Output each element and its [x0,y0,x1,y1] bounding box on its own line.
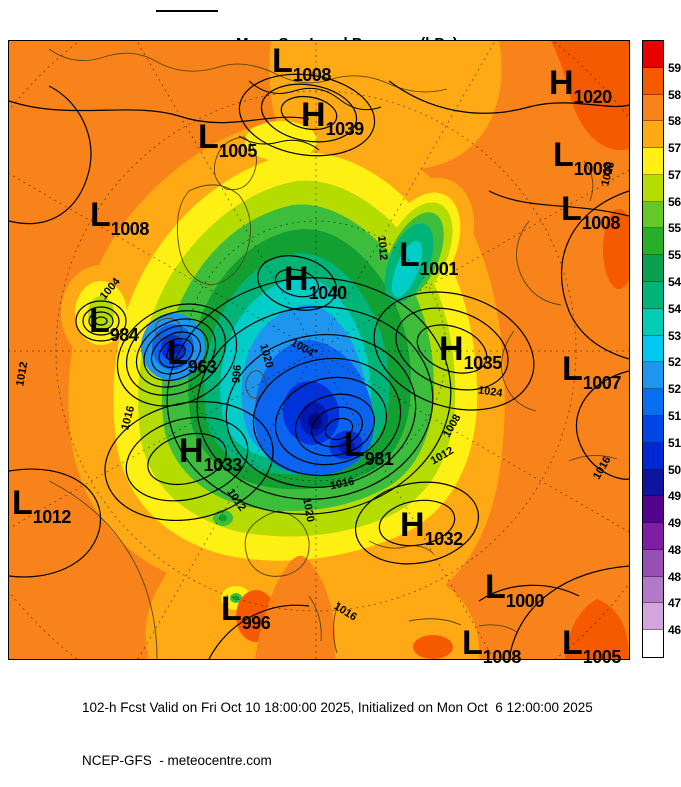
colorbar-segment [643,496,663,524]
forecast-validity-text: 102-h Fcst Valid on Fri Oct 10 18:00:00 … [82,700,593,716]
colorbar-tick-label: 492 [668,516,681,531]
colorbar-segment [643,576,663,604]
colorbar-tick-label: 534 [668,328,681,343]
colorbar-tick-label: 486 [668,542,681,557]
colorbar-segment [643,335,663,363]
colorbar-tick-label: 582 [668,114,681,129]
graticule [9,41,629,659]
colorbar-segment [643,201,663,229]
colorbar-segment [643,389,663,416]
colorbar-segment [643,362,663,390]
colorbar-tick-label: 546 [668,275,681,290]
colorbar-swatches [642,40,664,658]
colorbar-tick-label: 474 [668,596,681,611]
colorbar-segment [643,94,663,122]
map-footer: 102-h Fcst Valid on Fri Oct 10 18:00:00 … [82,664,593,787]
colorbar-tick-label: 588 [668,87,681,102]
colorbar-tick-label: 510 [668,435,681,450]
colorbar-tick-label: 516 [668,408,681,423]
colorbar-segment [643,255,663,283]
model-source-text: NCEP-GFS - meteocentre.com [82,752,272,768]
colorbar-tick-label: 594 [668,60,681,75]
colorbar-segment [643,549,663,577]
colorbar-tick-label: 522 [668,382,681,397]
colorbar-tick-label: 564 [668,194,681,209]
colorbar-tick-label: 528 [668,355,681,370]
isobar-contours [9,73,629,659]
colorbar-segment [643,630,663,657]
colorbar-segment [643,148,663,175]
colorbar-tick-label: 498 [668,489,681,504]
colorbar-segment [643,121,663,149]
colorbar-tick-label: 504 [668,462,681,477]
colorbar-tick-label: 570 [668,167,681,182]
coastlines [48,48,618,659]
colorbar-tick-label: 540 [668,301,681,316]
colorbar-segment [643,41,663,68]
colorbar-segment [643,469,663,497]
colorbar-segment [643,228,663,256]
colorbar-segment [643,603,663,631]
colorbar-tick-label: 558 [668,221,681,236]
map-canvas [9,41,629,659]
height-colorbar: 594 588 582 576 570 564 558 552 546 540 534 528 522 5… [642,40,681,658]
colorbar-labels: 594 588 582 576 570 564 558 552 546 540 534 528 522 5… [642,40,681,658]
colorbar-tick-label: 480 [668,569,681,584]
colorbar-segment [643,308,663,336]
mslp-contour-line-icon [156,10,218,12]
colorbar-segment [643,442,663,470]
colorbar-segment [643,282,663,309]
colorbar-tick-label: 552 [668,248,681,263]
colorbar-segment [643,523,663,550]
colorbar-segment [643,174,663,202]
colorbar-segment [643,415,663,443]
weather-map [8,40,630,660]
colorbar-tick-label: 576 [668,141,681,156]
colorbar-tick-label: 468 [668,623,681,638]
colorbar-segment [643,67,663,95]
